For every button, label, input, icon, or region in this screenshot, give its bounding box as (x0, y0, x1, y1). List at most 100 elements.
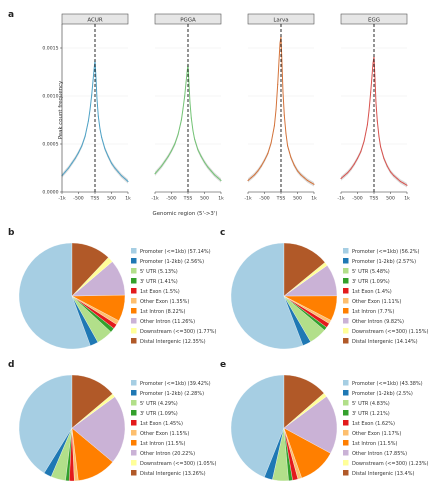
legend-swatch (131, 450, 137, 456)
facet-strip-label: PGGA (180, 17, 196, 23)
data-point (91, 94, 93, 96)
data-point (375, 102, 377, 104)
data-point (184, 95, 186, 97)
legend-swatch (343, 288, 349, 294)
data-point (87, 120, 89, 122)
data-point (74, 157, 76, 159)
pie-slice (18, 242, 91, 350)
data-point (393, 175, 395, 177)
legend-label: Other Exon (1.35%) (140, 299, 189, 305)
legend-swatch (131, 410, 137, 416)
legend-label: Distal Intergenic (13.4%) (352, 471, 414, 477)
data-point (167, 155, 169, 158)
data-point (89, 108, 91, 110)
legend-swatch (131, 308, 137, 314)
legend-swatch (343, 440, 349, 446)
x-tick-label: -500 (259, 196, 270, 202)
x-tick-label: -500 (352, 196, 363, 202)
pie-chart-d: Promoter (<=1kb) (39.42%) Promoter (1-2kb… (18, 374, 217, 482)
legend-b: Promoter (<=1kb) (57.14%) Promoter (1-2kb… (131, 248, 217, 345)
legend-swatch (131, 460, 137, 466)
legend-label: Other Exon (1.15%) (140, 431, 189, 437)
data-point (96, 98, 98, 100)
data-point (370, 91, 372, 93)
data-point (197, 149, 199, 151)
data-point (200, 155, 202, 158)
legend-label: Promoter (<=1kb) (56.2%) (352, 249, 419, 255)
legend-label: Promoter (<=1kb) (57.14%) (140, 249, 211, 255)
data-point (254, 174, 256, 176)
pie-slice (71, 396, 126, 463)
data-point (343, 175, 345, 177)
data-point (277, 83, 279, 86)
legend-label: Promoter (<=1kb) (43.38%) (352, 381, 423, 387)
pie-slice (71, 242, 109, 297)
legend-swatch (343, 248, 349, 254)
pie-slice (230, 242, 304, 350)
data-point (282, 91, 284, 93)
legend-d: Promoter (<=1kb) (39.42%) Promoter (1-2kb… (131, 380, 217, 477)
x-tick-label: -500 (73, 196, 84, 202)
data-point (260, 165, 262, 167)
legend-swatch (343, 258, 349, 264)
x-tick-label: TSS (183, 196, 193, 202)
data-point (188, 82, 190, 85)
data-point (97, 115, 99, 117)
y-axis: 0.0000 0.0005 0.0010 0.0015 (42, 24, 63, 196)
pie-slice (283, 242, 326, 297)
legend-label: 1st Intron (11.5%) (352, 441, 398, 447)
data-point (177, 133, 179, 135)
legend-swatch (131, 400, 137, 406)
x-tick-label: 1k (125, 196, 131, 202)
y-tick-label: 0.0005 (42, 142, 58, 148)
data-point (120, 175, 122, 177)
legend-label: Other Exon (1.17%) (352, 431, 401, 437)
x-tick-label: 1k (311, 196, 317, 202)
data-point (182, 107, 184, 110)
data-point (267, 153, 269, 155)
legend-label: Downstream (<=300) (1.23%) (352, 461, 429, 467)
legend-label: Distal Intergenic (13.26%) (140, 471, 206, 477)
legend-label: 5' UTR (4.83%) (352, 401, 390, 407)
data-point (174, 143, 176, 145)
data-point (220, 179, 222, 182)
legend-swatch (343, 450, 349, 456)
legend-label: Other Intron (17.85%) (352, 451, 407, 457)
x-tick-label: -1k (244, 196, 252, 202)
data-point (278, 59, 280, 62)
data-point (81, 145, 83, 147)
legend-label: 1st Intron (8.22%) (140, 309, 186, 315)
pie-slice (283, 374, 325, 429)
data-point (180, 119, 182, 121)
legend-label: Promoter (<=1kb) (39.42%) (140, 381, 211, 387)
data-point (366, 124, 368, 126)
data-point (285, 132, 287, 134)
legend-label: Promoter (1-2kb) (2.57%) (352, 259, 416, 265)
data-point (310, 181, 312, 183)
legend-swatch (343, 390, 349, 396)
x-tick-label: 500 (293, 196, 302, 202)
data-point (263, 159, 266, 161)
legend-label: Other Intron (11.26%) (140, 319, 195, 325)
data-point (250, 177, 252, 179)
legend-label: Promoter (1-2kb) (2.56%) (140, 259, 204, 265)
legend-swatch (343, 410, 349, 416)
legend-swatch (343, 380, 349, 386)
legend-swatch (131, 470, 137, 476)
data-point (164, 160, 166, 162)
y-tick-label: 0.0000 (42, 190, 58, 196)
data-point (207, 166, 209, 168)
legend-label: 3' UTR (1.41%) (140, 279, 178, 285)
data-point (213, 174, 215, 176)
data-point (368, 109, 370, 111)
legend-label: 3' UTR (1.21%) (352, 411, 390, 417)
annotation-pie-charts: Promoter (<=1kb) (57.14%) Promoter (1-2kb… (18, 242, 429, 482)
data-point (124, 178, 126, 180)
data-point (64, 171, 66, 173)
data-point (347, 172, 349, 174)
legend-swatch (343, 430, 349, 436)
data-point (161, 165, 163, 167)
x-tick-label: TSS (90, 196, 100, 202)
panel-label-e: e (220, 360, 226, 370)
legend-label: Downstream (<=300) (1.05%) (140, 461, 217, 467)
